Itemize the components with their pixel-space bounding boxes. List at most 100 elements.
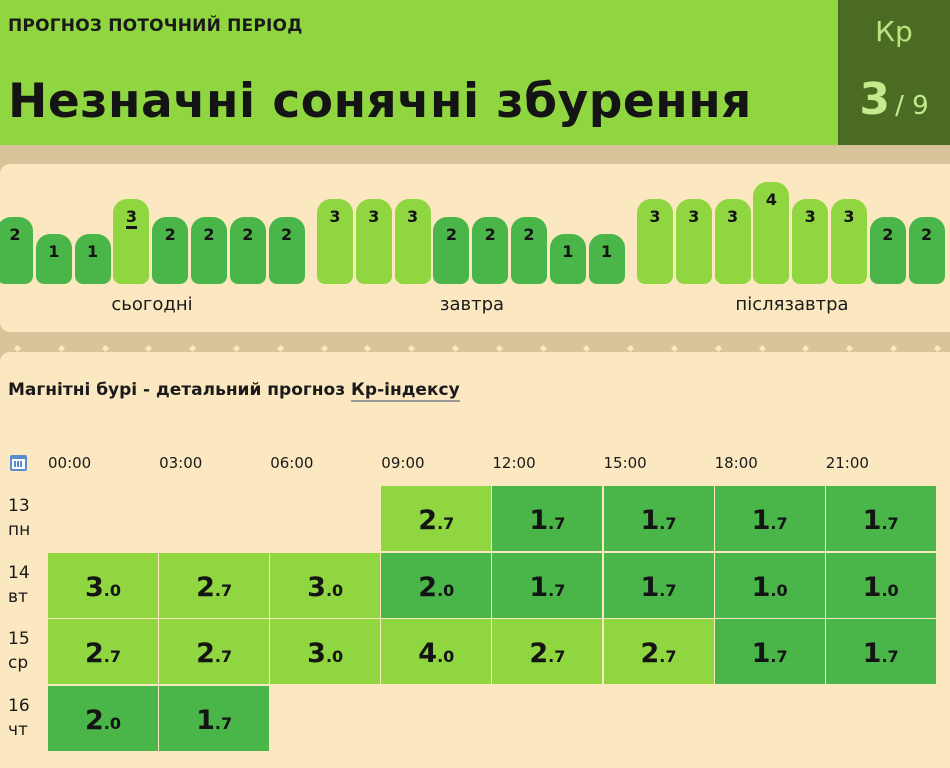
kp-cell-decimal: .7 (770, 514, 788, 533)
divider-dot (801, 344, 810, 353)
time-column-header: 03:00 (159, 454, 203, 472)
divider-dot (407, 344, 416, 353)
kp-forecast-cell: 1.7 (492, 552, 603, 618)
forecast-bar-value: 2 (882, 224, 894, 244)
kp-current-value: 3 (859, 74, 890, 125)
kp-forecast-cell: 3.0 (48, 552, 158, 618)
kp-index-link[interactable]: Кр-індексу (351, 380, 460, 402)
kp-forecast-cell: 1.0 (825, 552, 936, 618)
kp-cell-integer: 3 (307, 638, 326, 669)
kp-cell-decimal: .7 (548, 647, 566, 666)
kp-cell-decimal: .0 (437, 647, 455, 666)
forecast-period-label: ПРОГНОЗ ПОТОЧНИЙ ПЕРІОД (8, 16, 303, 36)
divider-dot (13, 344, 22, 353)
kp-forecast-cell: 2.7 (492, 619, 603, 684)
forecast-header: ПРОГНОЗ ПОТОЧНИЙ ПЕРІОД Незначні сонячні… (0, 0, 950, 145)
forecast-bar: 3 (792, 199, 829, 284)
kp-forecast-cell: 1.7 (159, 685, 270, 751)
divider-dot (933, 344, 942, 353)
forecast-bar: 1 (74, 234, 111, 284)
forecast-bar-value: 3 (688, 207, 700, 226)
row-day-number: 14 (8, 562, 30, 583)
divider-dot (144, 344, 153, 353)
kp-forecast-cell: 1.7 (603, 486, 714, 551)
kp-cell-integer: 2 (84, 704, 104, 736)
calendar-icon[interactable] (10, 455, 27, 471)
forecast-bar-value: 1 (562, 242, 574, 261)
kp-cell-decimal: .7 (770, 647, 788, 666)
row-date-label: 16 чт (8, 694, 30, 742)
kp-forecast-cell: 1.7 (603, 552, 714, 618)
divider-dot (101, 344, 110, 353)
forecast-bar: 4 (753, 181, 790, 284)
divider-dot (670, 344, 679, 353)
kp-label: Кр (875, 15, 913, 48)
kp-cell-decimal: .0 (325, 647, 344, 666)
kp-cell-decimal: .7 (214, 580, 233, 600)
forecast-bar: 1 (549, 234, 586, 284)
forecast-bar: 2 (229, 216, 266, 284)
kp-cell-decimal: .0 (881, 580, 899, 600)
forecast-bar-value: 2 (484, 224, 496, 244)
kp-forecast-cell: 3.0 (270, 552, 381, 618)
kp-cell-decimal: .7 (659, 647, 677, 666)
kp-cell-decimal: .0 (770, 580, 788, 600)
forecast-bar-value: 2 (203, 224, 215, 244)
forecast-bar-value: 3 (407, 207, 419, 226)
forecast-bar: 3 (675, 199, 712, 284)
kp-forecast-cell: 2.7 (159, 619, 270, 684)
forecast-bar-value: 1 (601, 242, 613, 261)
forecast-bar: 2 (869, 216, 906, 284)
kp-cell-decimal: .7 (214, 647, 233, 666)
forecast-bar-value: 1 (48, 242, 60, 261)
kp-cell-integer: 1 (529, 505, 549, 536)
kp-value: 3 / 9 (838, 74, 950, 125)
forecast-bar-value: 3 (368, 207, 380, 226)
forecast-bar: 3 (355, 199, 392, 284)
kp-cell-integer: 2 (418, 571, 438, 603)
kp-forecast-cell: 1.7 (714, 486, 825, 551)
kp-cell-integer: 2 (84, 638, 104, 669)
forecast-bar: 3 (831, 199, 867, 284)
kp-cell-decimal: .0 (103, 713, 121, 733)
forecast-bar-value: 2 (921, 224, 933, 244)
forecast-bar-value: 2 (281, 224, 293, 244)
kp-cell-decimal: .0 (437, 580, 455, 600)
kp-cell-integer: 1 (529, 571, 549, 603)
divider-dot (714, 344, 723, 353)
forecast-bar-value: 2 (164, 224, 176, 244)
forecast-bar: 2 (152, 216, 189, 284)
forecast-bar: 3 (317, 199, 353, 284)
kp-forecast-cell: 4.0 (381, 619, 492, 684)
kp-cell-integer: 1 (751, 571, 771, 603)
kp-forecast-cell: 1.7 (714, 619, 825, 684)
forecast-bar-value: 2 (242, 224, 254, 244)
kp-cell-integer: 2 (418, 505, 438, 536)
forecast-bar: 3 (637, 199, 673, 284)
kp-cell-integer: 4 (418, 638, 438, 669)
kp-cell-decimal: .0 (103, 580, 121, 600)
time-column-header: 00:00 (48, 454, 92, 472)
divider-dot (845, 344, 854, 353)
forecast-bar-value: 3 (125, 207, 137, 229)
kp-cell-integer: 2 (640, 638, 660, 669)
forecast-bar-value: 3 (727, 207, 739, 226)
kp-forecast-cell: 2.7 (603, 619, 714, 684)
divider-dot (495, 344, 504, 353)
forecast-bar-value: 4 (765, 189, 777, 209)
forecast-bar: 2 (0, 216, 33, 284)
kp-cell-decimal: .7 (881, 514, 899, 533)
forecast-bar-value: 3 (329, 207, 341, 226)
kp-cell-decimal: .0 (325, 580, 344, 600)
forecast-bar-value: 2 (9, 224, 21, 244)
detailed-forecast-title: Магнітні бурі - детальний прогноз Кр-інд… (8, 380, 460, 402)
time-column-header: 09:00 (381, 454, 425, 472)
kp-forecast-cell: 1.7 (492, 486, 603, 551)
kp-cell-decimal: .7 (437, 514, 455, 533)
row-day-number: 13 (8, 496, 30, 516)
kp-cell-decimal: .7 (659, 514, 677, 533)
time-column-header: 06:00 (270, 454, 314, 472)
time-column-header: 12:00 (492, 454, 536, 472)
kp-cell-decimal: .7 (659, 580, 677, 600)
forecast-bar: 3 (394, 199, 431, 284)
